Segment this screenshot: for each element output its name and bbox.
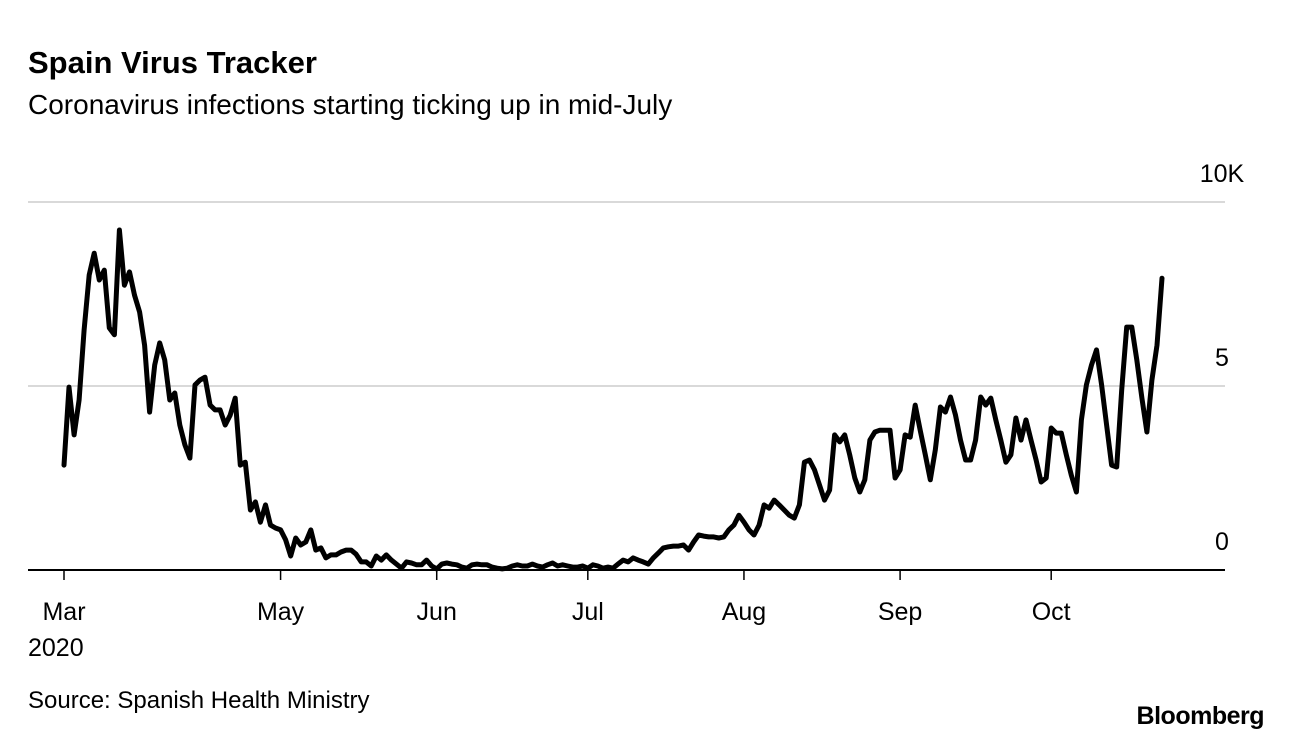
y-tick-label: 5: [1215, 344, 1229, 372]
x-tick-label: Jul: [572, 598, 604, 626]
x-tick-label: May: [257, 598, 305, 626]
x-year-label: 2020: [28, 634, 84, 662]
x-tick-label: Mar: [42, 598, 85, 626]
y-tick-label: 0: [1215, 528, 1229, 556]
x-tick-label: Sep: [878, 598, 922, 626]
chart-subtitle: Coronavirus infections starting ticking …: [28, 89, 672, 120]
x-tick-label: Jun: [417, 598, 457, 626]
x-tick-label: Oct: [1032, 598, 1071, 626]
brand-logo: Bloomberg: [1137, 702, 1264, 730]
y-tick-label: 10K: [1200, 160, 1245, 188]
chart-title: Spain Virus Tracker: [28, 45, 317, 80]
x-tick-label: Aug: [722, 598, 766, 626]
data-line: [61, 227, 1165, 572]
source-note: Source: Spanish Health Ministry: [28, 687, 369, 714]
